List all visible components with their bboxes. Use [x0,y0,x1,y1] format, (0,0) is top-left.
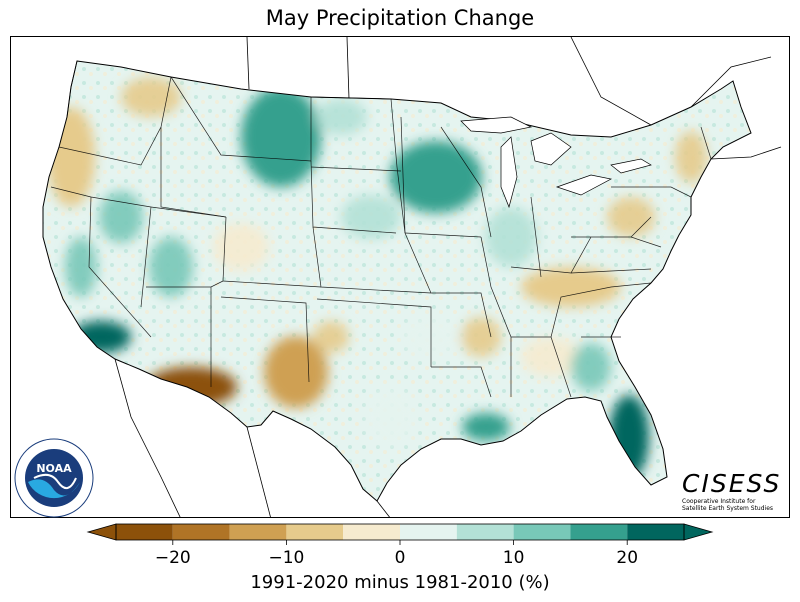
colorbar-bins [86,523,714,541]
precip-texture [485,207,537,267]
colorbar-bin [513,524,571,540]
colorbar-tick-label: 10 [503,548,525,568]
colorbar-extend-low [86,523,117,541]
precip-region [241,87,321,187]
colorbar-extend-high [683,523,714,541]
precip-texture [521,337,581,377]
precip-region [609,395,649,479]
chart-title: May Precipitation Change [265,6,535,30]
precip-texture [99,191,143,243]
precip-texture [365,387,417,447]
colorbar-bin [172,524,230,540]
cisess-subtitle-2: Satellite Earth System Studies [682,505,774,512]
colorbar-ticks: −20 −10 0 10 20 [155,540,638,568]
precip-texture [313,321,349,353]
colorbar-bin [456,524,514,540]
neighbor-country-borders [114,37,782,517]
colorbar-label: 1991-2020 minus 1981-2010 (%) [250,572,549,593]
precip-region [71,321,131,353]
precip-texture [341,195,401,239]
colorbar-bin [116,524,173,540]
cisess-logo: CISESS Cooperative Institute for Satelli… [682,469,792,513]
cisess-subtitle-1: Cooperative Institute for [682,498,756,505]
precip-region [521,267,621,307]
colorbar-tick-label: −20 [155,548,191,568]
precip-texture [571,343,611,391]
cisess-name: CISESS [682,469,782,498]
us-outline [42,60,752,502]
precip-texture [121,77,181,117]
colorbar-bin [229,524,287,540]
colorbar-bin [400,524,457,540]
precip-region [264,336,328,408]
colorbar-tick-label: 0 [395,548,406,568]
colorbar-tick-label: −10 [268,548,304,568]
us-precipitation-map [42,37,782,517]
precip-texture [461,317,501,357]
precip-texture [149,237,193,297]
colorbar: −20 −10 0 10 20 1991-2020 minus 1981-2010 (%… [86,523,714,593]
noaa-acronym: NOAA [36,462,72,475]
precip-region [390,141,482,213]
precip-texture [213,223,269,271]
map-frame [10,36,790,518]
colorbar-bin [343,524,400,540]
precipitation-field [43,61,751,501]
great-lakes [460,116,652,209]
colorbar-bin [570,524,628,540]
precip-texture [65,237,97,297]
precip-region [145,367,237,407]
colorbar-bin [286,524,344,540]
precip-texture [315,99,367,135]
precip-texture [675,131,707,183]
precip-texture [607,197,655,237]
precip-region [462,413,510,441]
colorbar-tick-label: 20 [616,548,638,568]
noaa-logo: NOAA [14,438,94,518]
colorbar-bin [627,524,684,540]
